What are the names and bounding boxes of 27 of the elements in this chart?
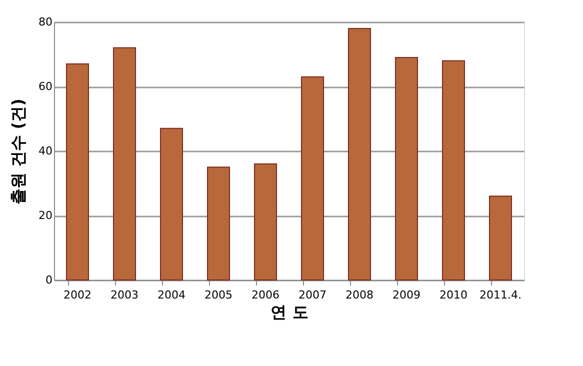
- bar: [207, 166, 230, 280]
- bar: [348, 28, 371, 280]
- bar: [113, 47, 136, 280]
- bar: [254, 163, 277, 280]
- x-tick-label: 2011.4.: [480, 288, 522, 302]
- x-tick-label: 2007: [298, 288, 326, 302]
- y-tick-label: 20: [38, 209, 52, 222]
- x-tick-label: 2003: [110, 288, 138, 302]
- y-tick-label: 40: [38, 144, 52, 158]
- bar: [442, 60, 465, 280]
- y-axis-title: 출원 건수 (건): [8, 98, 28, 204]
- y-tick-label: 60: [38, 80, 52, 93]
- x-axis-title: 연 도: [270, 302, 308, 322]
- x-tick-label: 2004: [158, 288, 186, 302]
- x-tick-label: 2010: [440, 288, 468, 302]
- bar: [66, 63, 89, 280]
- y-tick-label: 0: [46, 274, 52, 286]
- x-tick-label: 2005: [204, 288, 232, 302]
- x-tick-label: 2006: [252, 288, 280, 302]
- bar: [489, 196, 512, 280]
- x-tick-label: 2008: [346, 288, 374, 302]
- y-tick-label: 80: [38, 16, 52, 28]
- x-tick-label: 2009: [392, 288, 420, 302]
- bar: [395, 56, 418, 280]
- x-tick-label: 2002: [64, 288, 92, 302]
- bar: [301, 76, 324, 280]
- bar: [160, 128, 183, 280]
